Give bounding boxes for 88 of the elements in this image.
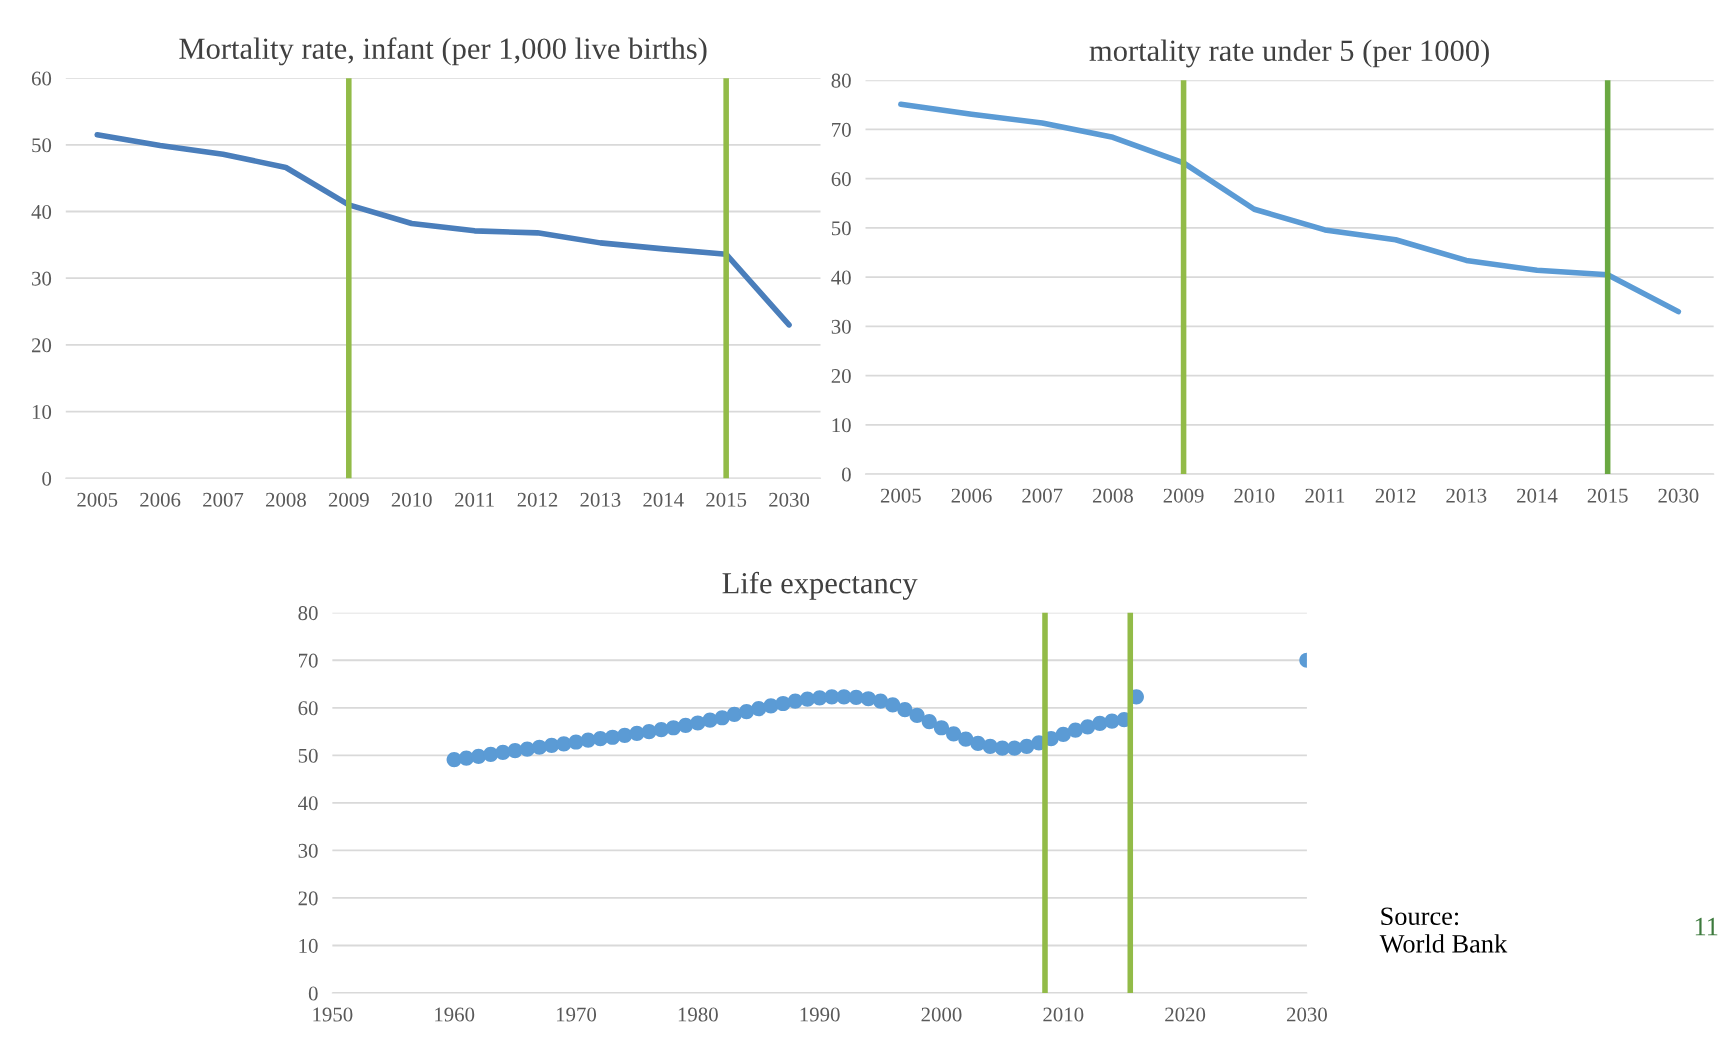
y-tick-label: 0: [42, 471, 52, 486]
x-tick-label: 2010: [1043, 1007, 1084, 1022]
y-tick-label: 50: [32, 138, 52, 153]
point: [958, 731, 974, 747]
x-tick-label: 2011: [455, 492, 494, 507]
x-tick-label: 2014: [643, 492, 684, 507]
x-tick-label: 2013: [580, 492, 621, 507]
y-tick-label: 60: [298, 701, 318, 716]
x-tick-label: 2008: [1092, 488, 1133, 503]
x-tick-label: 2020: [1165, 1007, 1206, 1022]
x-tick-label: 2012: [1375, 488, 1416, 503]
point: [897, 702, 913, 718]
y-tick-label: 60: [31, 71, 52, 86]
y-tick-label: 20: [31, 338, 52, 353]
y-tick-label: 60: [831, 172, 851, 187]
point: [678, 717, 694, 733]
chart-title: Life expectancy: [722, 571, 918, 600]
x-tick-label: 2015: [1587, 488, 1628, 503]
x-tick-label: 2030: [1286, 1007, 1327, 1022]
x-tick-label: 2015: [706, 492, 747, 507]
x-tick-label: 2005: [77, 492, 118, 507]
y-tick-label: 30: [831, 319, 851, 334]
point: [909, 707, 925, 723]
y-tick-label: 80: [298, 606, 318, 621]
x-tick-label: 2030: [769, 492, 810, 507]
x-tick-label: 2005: [880, 488, 921, 503]
point: [483, 746, 499, 762]
point: [738, 703, 755, 720]
point: [1080, 719, 1096, 735]
y-tick-label: 0: [841, 467, 851, 482]
x-tick-label: 2013: [1446, 488, 1487, 503]
point: [714, 710, 730, 726]
point: [544, 737, 560, 753]
x-tick-label: 2007: [203, 492, 244, 507]
y-tick-label: 10: [832, 418, 851, 433]
x-tick-label: 2010: [1234, 488, 1275, 503]
x-tick-label: 1970: [556, 1007, 597, 1022]
chart-title: mortality rate under 5 (per 1000): [1089, 39, 1489, 68]
chart-title: Mortality rate, infant (per 1,000 live births): [179, 37, 707, 66]
point: [751, 701, 767, 717]
point: [568, 734, 584, 750]
point: [970, 735, 986, 752]
x-tick-label: 2011: [1305, 488, 1345, 503]
y-tick-label: 30: [32, 271, 52, 286]
point: [726, 706, 742, 723]
point: [885, 697, 901, 713]
point: [775, 695, 791, 712]
x-tick-label: 2009: [328, 492, 369, 507]
text: 11: [1695, 917, 1718, 936]
y-tick-label: 80: [831, 73, 851, 88]
y-tick-label: 70: [832, 122, 851, 137]
x-tick-label: 2012: [517, 492, 558, 507]
x-tick-label: 2010: [391, 492, 432, 507]
point: [933, 720, 950, 736]
x-tick-label: 2006: [140, 492, 181, 507]
y-tick-label: 40: [31, 204, 52, 219]
y-tick-label: 20: [831, 369, 851, 384]
y-tick-label: 10: [299, 938, 318, 953]
x-tick-label: 2009: [1163, 488, 1204, 503]
x-tick-label: 2007: [1022, 488, 1063, 503]
point: [470, 748, 487, 764]
point: [617, 727, 633, 743]
point: [921, 713, 937, 730]
x-tick-label: 1950: [313, 1007, 353, 1022]
y-tick-label: 50: [298, 748, 318, 763]
x-tick-label: 1980: [678, 1007, 718, 1022]
y-tick-label: 20: [298, 891, 318, 906]
x-tick-label: 2030: [1658, 488, 1699, 503]
x-tick-label: 1960: [435, 1007, 475, 1022]
y-tick-label: 10: [32, 404, 52, 420]
x-tick-label: 2000: [921, 1007, 962, 1022]
y-tick-label: 70: [299, 653, 318, 668]
point: [1006, 740, 1023, 756]
point: [872, 693, 889, 709]
y-tick-label: 40: [298, 796, 318, 811]
y-tick-label: 50: [831, 221, 851, 236]
point: [946, 726, 962, 742]
x-tick-label: 2006: [951, 488, 992, 503]
y-tick-label: 0: [308, 986, 318, 1001]
x-tick-label: 1990: [800, 1007, 840, 1022]
source-note: Source: World Bank: [1379, 907, 1508, 953]
x-tick-label: 2008: [265, 492, 306, 507]
point: [1019, 738, 1035, 754]
y-tick-label: 40: [831, 270, 851, 285]
point: [1067, 722, 1084, 738]
y-tick-label: 30: [298, 843, 318, 858]
point: [1055, 726, 1071, 743]
x-tick-label: 2014: [1517, 488, 1558, 503]
